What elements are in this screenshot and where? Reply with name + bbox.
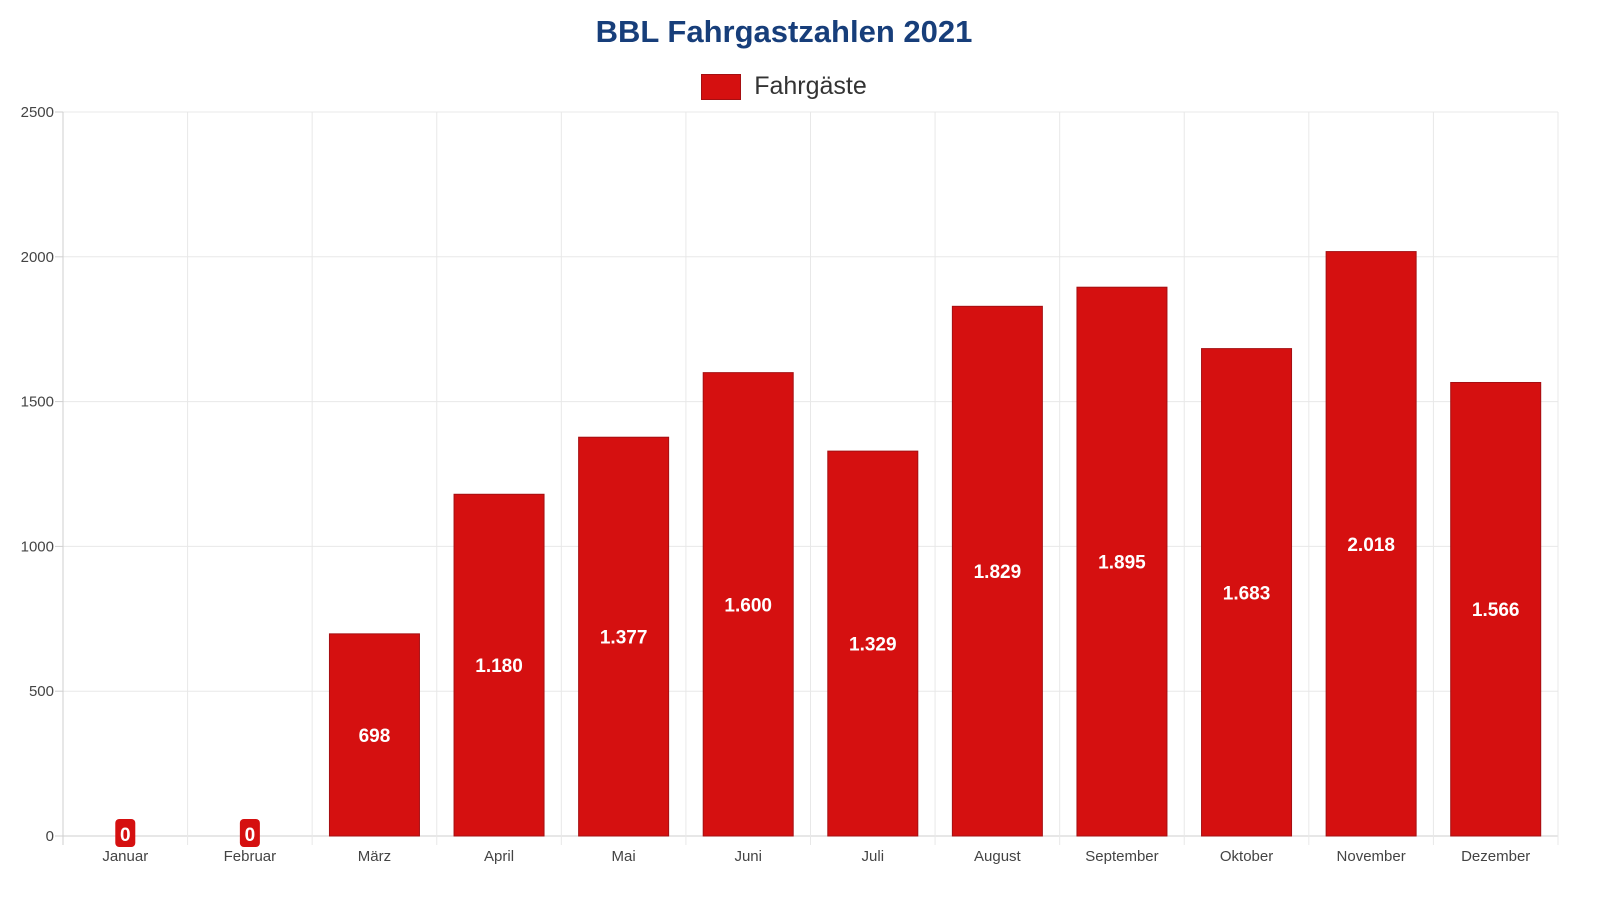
bar-april xyxy=(453,493,545,837)
x-tick-label: Juli xyxy=(862,848,885,865)
x-tick-label: Dezember xyxy=(1461,848,1530,865)
data-label-bg xyxy=(115,819,136,847)
bar-august xyxy=(951,305,1043,837)
chart-title: BBL Fahrgastzahlen 2021 xyxy=(595,14,973,49)
x-tick-label: März xyxy=(358,848,391,865)
labels-layer: Januar 0 Februar 0 März 698 April 1.180 Mai 1.377… xyxy=(102,535,1530,865)
bar-oktober xyxy=(1201,348,1293,837)
y-tick-label: 500 xyxy=(29,683,54,700)
x-tick-label: Juni xyxy=(734,848,762,865)
data-label: 1.600 xyxy=(724,595,772,616)
y-tick-label: 2000 xyxy=(21,249,54,266)
y-tick-label: 2500 xyxy=(21,104,54,121)
legend-swatch xyxy=(701,73,742,100)
x-tick-label: November xyxy=(1337,848,1406,865)
grid-layer: 0 500 1000 1500 2000 2500 xyxy=(21,104,1559,845)
bar-märz xyxy=(328,633,420,837)
data-label: 1.566 xyxy=(1472,600,1520,621)
bars-layer xyxy=(328,251,1542,837)
data-label: 0 xyxy=(245,825,256,846)
data-label: 1.683 xyxy=(1223,583,1271,604)
bar-juni xyxy=(702,372,794,837)
bar-mai xyxy=(578,436,670,837)
x-tick-label: Februar xyxy=(224,848,277,865)
data-label: 1.329 xyxy=(849,635,897,656)
y-tick-label: 0 xyxy=(46,828,54,845)
y-tick-label: 1500 xyxy=(21,394,54,411)
bar-november xyxy=(1325,251,1417,837)
data-label: 0 xyxy=(120,825,131,846)
data-label: 1.377 xyxy=(600,628,648,649)
x-tick-label: Mai xyxy=(612,848,636,865)
data-label: 1.180 xyxy=(475,656,523,677)
x-tick-label: Januar xyxy=(102,848,148,865)
x-tick-label: August xyxy=(974,848,1022,865)
data-label: 2.018 xyxy=(1347,535,1395,556)
bar-dezember xyxy=(1450,381,1542,837)
y-tick-label: 1000 xyxy=(21,538,54,555)
legend: Fahrgäste xyxy=(0,72,1568,101)
legend-label: Fahrgäste xyxy=(754,72,867,100)
data-label: 698 xyxy=(359,726,391,747)
x-tick-label: Oktober xyxy=(1220,848,1273,865)
data-label: 1.829 xyxy=(974,562,1022,583)
bar-september xyxy=(1076,286,1168,837)
x-tick-label: April xyxy=(484,848,514,865)
data-label: 1.895 xyxy=(1098,553,1146,574)
data-label-bg xyxy=(239,819,260,847)
x-tick-label: September xyxy=(1085,848,1158,865)
bar-juli xyxy=(827,450,919,837)
